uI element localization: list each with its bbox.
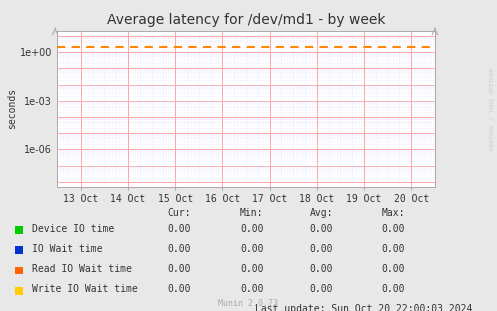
Text: Device IO time: Device IO time bbox=[32, 224, 114, 234]
Text: Max:: Max: bbox=[382, 208, 405, 218]
Text: Min:: Min: bbox=[240, 208, 263, 218]
Text: 0.00: 0.00 bbox=[310, 224, 333, 234]
Text: 0.00: 0.00 bbox=[382, 244, 405, 254]
Text: IO Wait time: IO Wait time bbox=[32, 244, 103, 254]
Text: Cur:: Cur: bbox=[168, 208, 191, 218]
Text: 0.00: 0.00 bbox=[168, 264, 191, 274]
Text: Munin 2.0.73: Munin 2.0.73 bbox=[219, 299, 278, 308]
Text: 0.00: 0.00 bbox=[382, 284, 405, 294]
Text: 0.00: 0.00 bbox=[240, 224, 263, 234]
Text: 0.00: 0.00 bbox=[240, 284, 263, 294]
Text: 0.00: 0.00 bbox=[310, 264, 333, 274]
Text: 0.00: 0.00 bbox=[310, 244, 333, 254]
Text: 0.00: 0.00 bbox=[240, 264, 263, 274]
Text: Write IO Wait time: Write IO Wait time bbox=[32, 284, 138, 294]
Text: Last update: Sun Oct 20 22:00:03 2024: Last update: Sun Oct 20 22:00:03 2024 bbox=[255, 304, 472, 311]
Text: 0.00: 0.00 bbox=[168, 244, 191, 254]
Text: 0.00: 0.00 bbox=[382, 264, 405, 274]
Text: 0.00: 0.00 bbox=[382, 224, 405, 234]
Text: Read IO Wait time: Read IO Wait time bbox=[32, 264, 132, 274]
Text: Avg:: Avg: bbox=[310, 208, 333, 218]
Text: 0.00: 0.00 bbox=[240, 244, 263, 254]
Title: Average latency for /dev/md1 - by week: Average latency for /dev/md1 - by week bbox=[107, 13, 385, 27]
Y-axis label: seconds: seconds bbox=[7, 88, 17, 129]
Text: RRDTOOL / TOBI OETIKER: RRDTOOL / TOBI OETIKER bbox=[490, 67, 495, 150]
Text: 0.00: 0.00 bbox=[310, 284, 333, 294]
Text: 0.00: 0.00 bbox=[168, 284, 191, 294]
Text: 0.00: 0.00 bbox=[168, 224, 191, 234]
